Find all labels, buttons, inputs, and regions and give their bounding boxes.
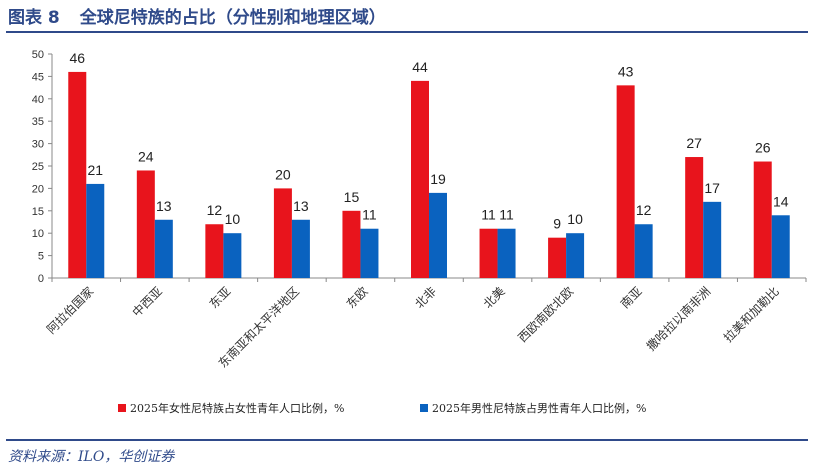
legend-swatch-male [420, 404, 428, 412]
figure-number: 图表 8 [8, 8, 60, 28]
x-category-label: 东亚 [207, 284, 234, 311]
bar-female [205, 224, 224, 278]
bar-female [136, 170, 155, 278]
y-tick-label: 35 [32, 116, 44, 128]
data-label: 21 [87, 162, 103, 178]
bar-male [223, 233, 242, 278]
figure-title: 图表 8 全球尼特族的占比（分性别和地理区域） [8, 3, 386, 28]
bar-female [68, 71, 87, 278]
bar-female [479, 228, 498, 278]
figure-title-text: 全球尼特族的占比（分性别和地理区域） [79, 8, 386, 28]
bar-female [273, 188, 292, 278]
data-label: 11 [481, 207, 496, 223]
bar-male [86, 183, 105, 278]
data-label: 43 [618, 63, 634, 79]
y-tick-label: 50 [32, 49, 44, 61]
bar-male [497, 228, 516, 278]
x-category-label: 南亚 [617, 284, 645, 312]
data-label: 12 [207, 202, 223, 218]
x-category-label: 北非 [412, 284, 439, 311]
legend-label-female: 2025年女性尼特族占女性青年人口比例，% [130, 401, 344, 415]
y-tick-label: 40 [32, 94, 44, 106]
y-tick-label: 25 [32, 161, 44, 173]
data-label: 20 [275, 166, 291, 182]
legend-swatch-female [118, 404, 126, 412]
bar-male [291, 219, 310, 278]
bar-female [753, 161, 772, 278]
x-category-label: 撒哈拉以南非洲 [643, 284, 713, 354]
data-label: 24 [138, 148, 154, 164]
y-tick-label: 30 [32, 139, 44, 151]
data-label: 14 [773, 193, 789, 209]
x-category-label: 北美 [481, 284, 508, 311]
data-label: 44 [412, 59, 428, 75]
x-category-label: 阿拉伯国家 [43, 284, 96, 337]
data-label: 46 [69, 50, 85, 66]
footer-divider [6, 439, 808, 441]
data-label: 11 [499, 207, 514, 223]
bar-female [342, 210, 361, 278]
bar-male [566, 233, 585, 278]
y-tick-label: 20 [32, 183, 44, 195]
bar-male [360, 228, 379, 278]
data-label: 12 [636, 202, 652, 218]
y-tick-label: 0 [38, 273, 44, 285]
data-label: 17 [704, 180, 720, 196]
x-category-label: 西欧南欧北欧 [515, 284, 577, 346]
x-category-label: 东欧 [344, 284, 371, 311]
data-label: 27 [686, 135, 702, 151]
bar-male [634, 224, 653, 278]
data-label: 19 [430, 171, 446, 187]
bar-male [154, 219, 173, 278]
bar-female [616, 85, 635, 278]
source-note: 资料来源：ILO，华创证券 [8, 449, 175, 465]
data-label: 11 [362, 207, 377, 223]
y-tick-label: 15 [32, 206, 44, 218]
bar-male [429, 192, 447, 278]
x-category-label: 拉美和加勒比 [720, 284, 782, 346]
bar-female [685, 157, 704, 278]
x-category-label: 中西亚 [129, 284, 165, 320]
data-label: 26 [755, 140, 771, 156]
bar-female [411, 80, 429, 278]
y-tick-label: 45 [32, 71, 44, 83]
legend-label-male: 2025年男性尼特族占男性青年人口比例，% [432, 401, 646, 415]
data-label: 9 [553, 216, 561, 232]
bar-male [703, 201, 722, 278]
bar-female [548, 237, 567, 278]
data-label: 10 [225, 211, 241, 227]
title-divider [6, 31, 808, 33]
data-label: 13 [156, 198, 172, 214]
data-label: 10 [567, 211, 583, 227]
data-label: 13 [293, 198, 309, 214]
bar-male [771, 215, 790, 278]
y-tick-label: 5 [38, 251, 44, 263]
data-label: 15 [344, 189, 360, 205]
y-tick-label: 10 [32, 228, 44, 240]
